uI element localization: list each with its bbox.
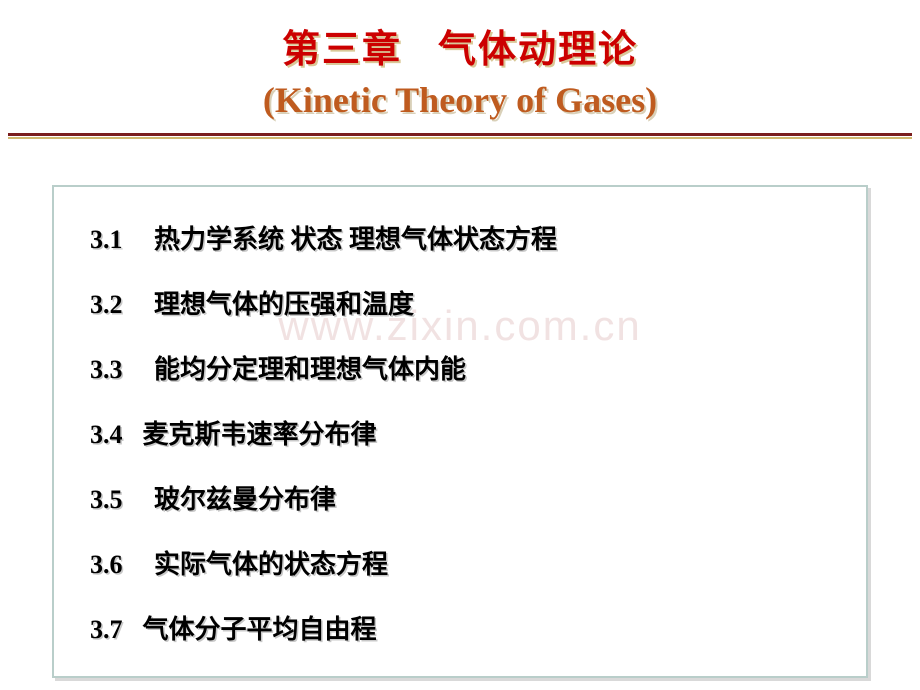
toc-item-3-2: 3.2 理想气体的压强和温度 (90, 284, 838, 321)
toc-num: 3.5 (90, 485, 136, 515)
toc-item-3-1: 3.1 热力学系统 状态 理想气体状态方程 (90, 219, 838, 256)
toc-num: 3.2 (90, 290, 136, 320)
toc-label: 能均分定理和理想气体内能 (154, 355, 466, 384)
toc-label: 实际气体的状态方程 (154, 550, 388, 579)
toc-num: 3.1 (90, 225, 136, 255)
title-cn-part2: 气体动理论 (438, 29, 638, 71)
toc-num: 3.7 (90, 615, 136, 645)
toc-item-3-6: 3.6 实际气体的状态方程 (90, 544, 838, 581)
toc-label: 热力学系统 状态 理想气体状态方程 (154, 225, 557, 254)
toc-box: 3.1 热力学系统 状态 理想气体状态方程 3.2 理想气体的压强和温度 3.3 能均… (52, 185, 868, 678)
title-block: 第三章气体动理论 (Kinetic Theory of Gases) (0, 18, 920, 121)
toc-item-3-4: 3.4 麦克斯韦速率分布律 (90, 414, 838, 451)
chapter-title-english: (Kinetic Theory of Gases) (0, 79, 920, 121)
title-divider (8, 133, 912, 139)
toc-label: 理想气体的压强和温度 (154, 290, 414, 319)
toc-num: 3.3 (90, 355, 136, 385)
toc-label: 玻尔兹曼分布律 (154, 485, 336, 514)
toc-num: 3.6 (90, 550, 136, 580)
title-cn-part1: 第三章 (282, 29, 402, 71)
toc-label: 气体分子平均自由程 (143, 615, 377, 644)
toc-item-3-3: 3.3 能均分定理和理想气体内能 (90, 349, 838, 386)
toc-label: 麦克斯韦速率分布律 (143, 420, 377, 449)
toc-item-3-7: 3.7 气体分子平均自由程 (90, 609, 838, 646)
chapter-title-chinese: 第三章气体动理论 (0, 18, 920, 73)
slide-container: 第三章气体动理论 (Kinetic Theory of Gases) 3.1 热力… (0, 0, 920, 690)
toc-item-3-5: 3.5 玻尔兹曼分布律 (90, 479, 838, 516)
toc-num: 3.4 (90, 420, 136, 450)
